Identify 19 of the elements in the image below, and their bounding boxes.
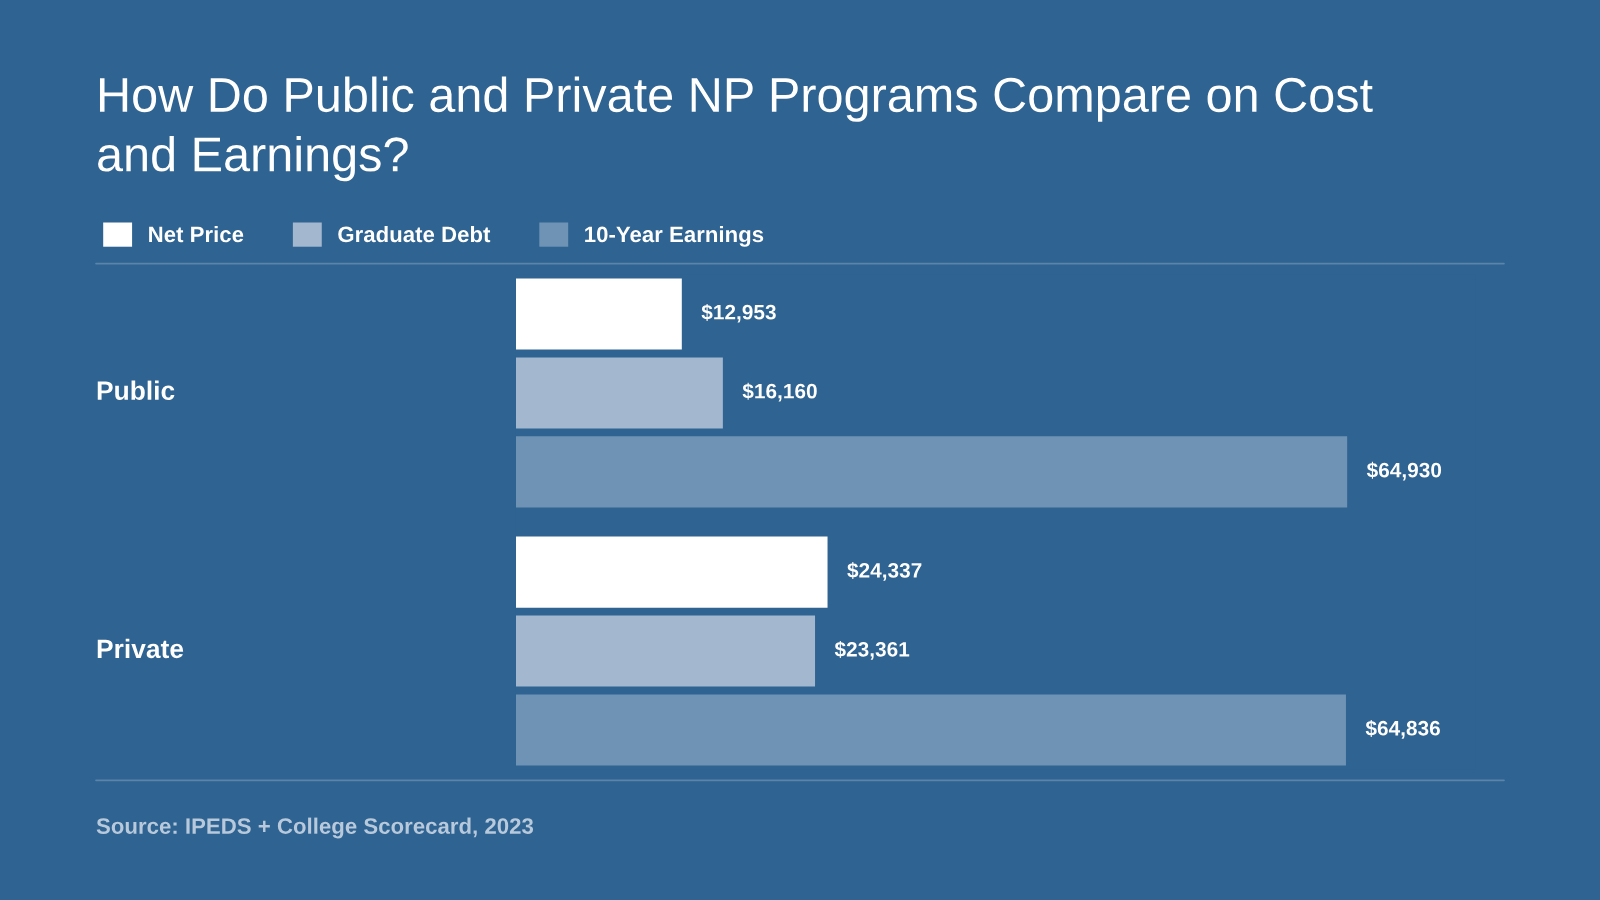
data-label: $64,930 xyxy=(1366,461,1442,481)
y-tick-label: Public xyxy=(97,380,175,400)
bar xyxy=(516,278,682,350)
y-tick-label: Private xyxy=(97,638,184,659)
legend-label: Graduate Debt xyxy=(338,225,491,243)
data-label: $12,953 xyxy=(701,303,776,323)
legend-label: Net Price xyxy=(149,225,244,243)
bar xyxy=(516,615,816,687)
bar xyxy=(516,436,1348,508)
data-label: $16,160 xyxy=(742,382,817,402)
data-label: $64,836 xyxy=(1365,719,1440,739)
bar xyxy=(516,357,723,429)
legend-label: 10-Year Earnings xyxy=(585,225,764,247)
chart-title: How Do Public and Private NP Programs Compare on Cost and Earnings? xyxy=(98,76,1373,182)
data-label: $24,337 xyxy=(847,562,922,581)
source-note: Source: IPEDS + College Scorecard, 2023 xyxy=(96,817,534,839)
bar xyxy=(516,694,1346,766)
bar xyxy=(516,536,828,608)
data-label: $23,361 xyxy=(834,641,910,660)
